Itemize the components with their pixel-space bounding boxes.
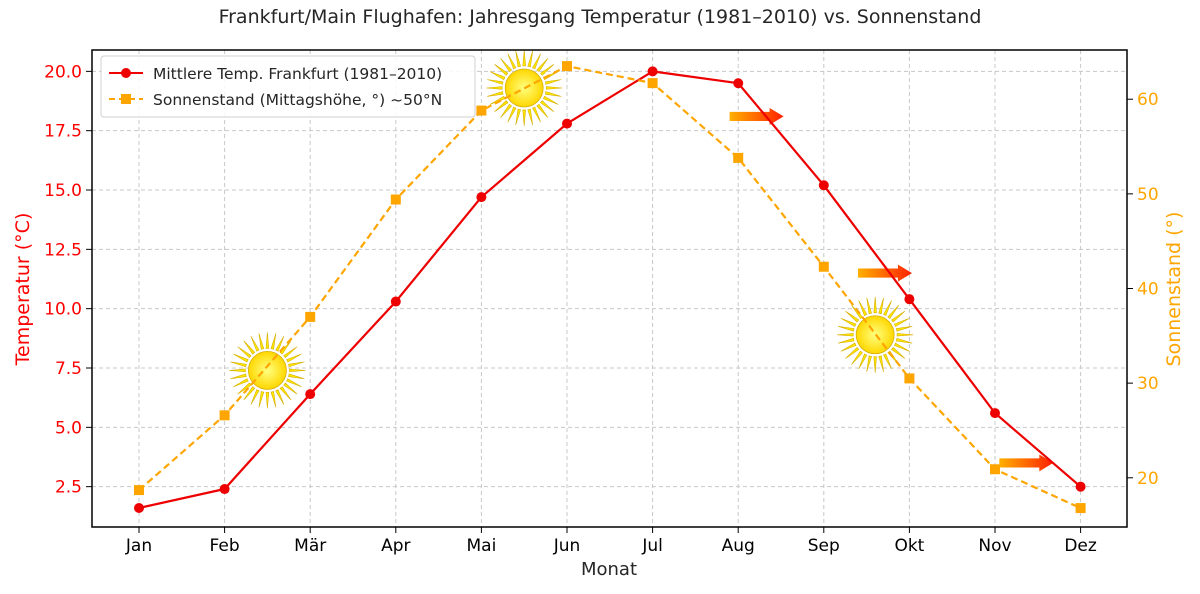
tick-label-x: Sep bbox=[808, 536, 840, 556]
data-point: Dez: 2.5 bbox=[1075, 481, 1086, 492]
sun-disc bbox=[247, 350, 287, 390]
data-point: Nov: 20.9 bbox=[990, 464, 1000, 475]
tick-label-left: 2.5 bbox=[55, 478, 82, 498]
grid bbox=[92, 50, 1127, 527]
tick-label-left: 20.0 bbox=[44, 62, 82, 82]
data-point: Feb: 2.4 bbox=[219, 484, 230, 495]
chart-title: Frankfurt/Main Flughafen: Jahresgang Tem… bbox=[219, 6, 982, 28]
tick-label-x: Jul bbox=[641, 536, 663, 556]
data-point: Sep: 42.3 bbox=[818, 261, 829, 272]
data-point: Jun: 17.8 bbox=[562, 118, 572, 129]
decorations bbox=[229, 49, 1054, 472]
sun-disc bbox=[855, 315, 895, 355]
data-point: Feb: 26.6 bbox=[219, 410, 230, 421]
arrow-right-icon bbox=[999, 454, 1054, 472]
data-point: Dez: 16.8 bbox=[1075, 503, 1086, 514]
data-point: Mai: 14.7 bbox=[476, 192, 487, 203]
left-axis-ticks: 2.5 5.0 7.5 10.0 12.5 15.0 17.5 20.0 bbox=[44, 62, 92, 498]
tick-label-left: 5.0 bbox=[55, 418, 82, 438]
data-point: Mai: 58.8 bbox=[476, 105, 487, 116]
data-point: Mär: 37 bbox=[305, 311, 316, 322]
data-point: Nov: 5.6 bbox=[990, 408, 1000, 419]
series-line-1 bbox=[138, 65, 1082, 510]
right-axis-label: Sonnenstand (°) bbox=[1163, 212, 1185, 367]
tick-label-right: 50 bbox=[1137, 185, 1159, 205]
tick-label-right: 20 bbox=[1137, 469, 1159, 489]
sun-rays bbox=[486, 49, 563, 127]
tick-label-x: Aug bbox=[722, 536, 755, 556]
tick-label-x: Apr bbox=[381, 536, 410, 556]
tick-label-left: 10.0 bbox=[44, 300, 82, 320]
data-point: Jul: 61.7 bbox=[647, 78, 658, 89]
sun-icon bbox=[486, 49, 563, 127]
legend-marker-sun bbox=[121, 94, 131, 104]
x-axis-label: Monat bbox=[581, 559, 637, 580]
right-axis-ticks: 20 30 40 50 60 bbox=[1127, 90, 1159, 489]
data-point: Jan: 1.6 bbox=[134, 503, 144, 514]
arrow-right-icon bbox=[729, 108, 784, 125]
tick-label-left: 17.5 bbox=[44, 122, 82, 142]
tick-label-right: 60 bbox=[1137, 90, 1159, 110]
tick-label-x: Dez bbox=[1064, 536, 1097, 556]
tick-label-right: 30 bbox=[1137, 374, 1159, 394]
tick-label-left: 7.5 bbox=[55, 359, 82, 379]
tick-label-x: Nov bbox=[978, 536, 1011, 556]
tick-label-right: 40 bbox=[1137, 280, 1159, 300]
arrow-right-icon bbox=[858, 264, 912, 282]
sun-icon bbox=[837, 296, 914, 373]
tick-label-x: Feb bbox=[210, 536, 240, 556]
series-line-0 bbox=[138, 70, 1082, 510]
data-point: Apr: 10.3 bbox=[390, 296, 401, 307]
tick-label-left: 15.0 bbox=[44, 181, 82, 201]
legend-label-sun: Sonnenstand (Mittagshöhe, °) ~50°N bbox=[153, 91, 442, 109]
plot-frame bbox=[91, 49, 1128, 528]
tick-label-x: Okt bbox=[894, 536, 924, 556]
legend-label-temp: Mittlere Temp. Frankfurt (1981–2010) bbox=[153, 65, 442, 83]
sun-icon bbox=[229, 332, 306, 409]
left-axis-label: Temperatur (°C) bbox=[12, 213, 34, 367]
legend-marker-temp bbox=[121, 68, 131, 78]
tick-label-x: Jun bbox=[553, 536, 581, 556]
x-axis-ticks: Jan Feb Mär Apr Mai Jun Jul Aug Sep Okt Nov Dez bbox=[125, 527, 1097, 556]
data-point: Jan: 18.7 bbox=[134, 485, 144, 496]
tick-label-left: 12.5 bbox=[44, 240, 82, 260]
legend-box bbox=[100, 55, 476, 118]
data-point: Apr: 49.4 bbox=[390, 194, 401, 205]
data-point: Okt: 10.4 bbox=[904, 294, 915, 305]
data-point: Sep: 15.2 bbox=[818, 180, 829, 191]
data-point: Jun: 63.5 bbox=[562, 61, 572, 72]
series-layer: Jan: 1.6 Feb: 2.4 Mär: 6.4 Apr: 10.3 Mai: 14… bbox=[134, 61, 1086, 514]
tick-label-x: Jan bbox=[125, 536, 152, 556]
tick-label-x: Mär bbox=[294, 536, 326, 556]
data-point: Jul: 20 bbox=[647, 66, 658, 77]
data-point: Mär: 6.4 bbox=[305, 389, 316, 400]
tick-label-x: Mai bbox=[466, 536, 496, 556]
data-point: Aug: 19.5 bbox=[733, 78, 744, 89]
data-point: Aug: 53.8 bbox=[733, 152, 744, 163]
sun-rays bbox=[229, 332, 306, 409]
legend: Mittlere Temp. Frankfurt (1981–2010) Son… bbox=[100, 55, 476, 118]
data-point: Okt: 30.5 bbox=[904, 373, 915, 384]
